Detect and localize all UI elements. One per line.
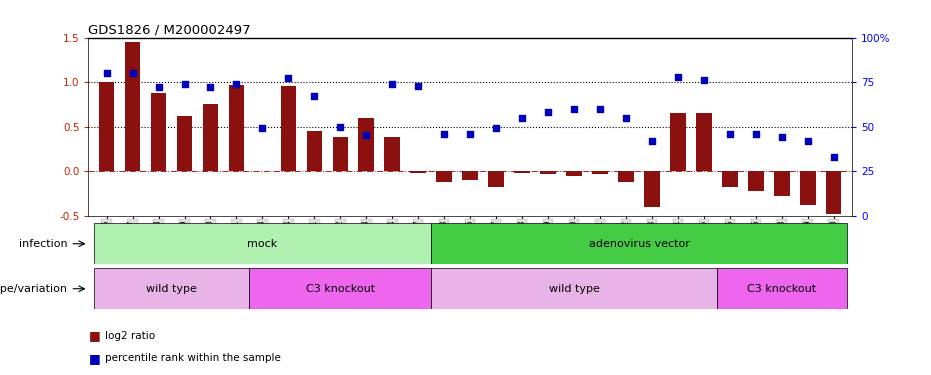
Text: mock: mock [248, 239, 277, 249]
Bar [306, 131, 322, 171]
Bar [463, 171, 478, 180]
Point [618, 115, 633, 121]
Bar [94, 223, 431, 264]
Text: wild type: wild type [146, 284, 197, 294]
Bar [489, 171, 504, 187]
Bar [280, 87, 296, 171]
Bar [592, 171, 608, 174]
Bar [151, 93, 167, 171]
Bar [618, 171, 634, 182]
Point [281, 75, 296, 81]
Point [151, 84, 166, 90]
Bar [748, 171, 763, 190]
Point [592, 106, 607, 112]
Bar [229, 85, 244, 171]
Text: wild type: wild type [548, 284, 600, 294]
Bar [717, 268, 846, 309]
Text: ■: ■ [88, 329, 101, 342]
Point [749, 131, 763, 137]
Bar [94, 268, 250, 309]
Point [644, 138, 659, 144]
Bar [358, 118, 374, 171]
Point [826, 154, 841, 160]
Bar [826, 171, 842, 214]
Point [670, 74, 685, 80]
Text: C3 knockout: C3 knockout [305, 284, 375, 294]
Bar [670, 113, 685, 171]
Point [358, 132, 373, 138]
Point [229, 81, 244, 87]
Bar [696, 113, 711, 171]
Bar [437, 171, 452, 182]
Bar [411, 171, 426, 173]
Text: log2 ratio: log2 ratio [105, 331, 155, 340]
Point [801, 138, 816, 144]
Bar [566, 171, 582, 176]
Bar [431, 223, 846, 264]
Point [203, 84, 218, 90]
Text: genotype/variation: genotype/variation [0, 284, 68, 294]
Point [515, 115, 530, 121]
Point [567, 106, 582, 112]
Bar [99, 82, 115, 171]
Point [333, 124, 348, 130]
Text: C3 knockout: C3 knockout [748, 284, 816, 294]
Bar [332, 137, 348, 171]
Point [722, 131, 737, 137]
Point [385, 81, 399, 87]
Bar [385, 137, 400, 171]
Point [100, 70, 115, 76]
Bar [644, 171, 660, 207]
Bar [125, 42, 141, 171]
Bar [722, 171, 737, 187]
Text: GDS1826 / M200002497: GDS1826 / M200002497 [88, 23, 251, 36]
Point [696, 77, 711, 83]
Text: adenovirus vector: adenovirus vector [588, 239, 689, 249]
Text: ■: ■ [88, 352, 101, 364]
Point [489, 125, 504, 131]
Text: percentile rank within the sample: percentile rank within the sample [105, 353, 281, 363]
Bar [774, 171, 789, 196]
Point [775, 134, 789, 140]
Bar [514, 171, 530, 173]
Bar [540, 171, 556, 174]
Bar [177, 116, 193, 171]
Point [255, 125, 270, 131]
Bar [431, 268, 717, 309]
Bar [250, 268, 431, 309]
Point [437, 131, 452, 137]
Text: infection: infection [19, 239, 68, 249]
Point [541, 110, 556, 116]
Bar [800, 171, 816, 205]
Bar [203, 104, 218, 171]
Point [177, 81, 192, 87]
Point [307, 93, 322, 99]
Point [411, 82, 425, 88]
Point [463, 131, 478, 137]
Point [125, 70, 140, 76]
